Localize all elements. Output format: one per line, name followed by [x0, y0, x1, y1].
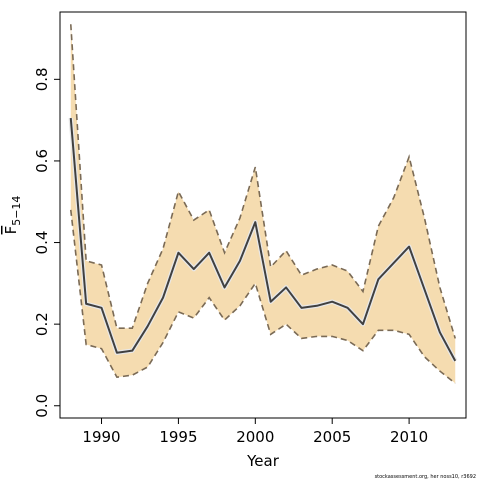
- estimate-line: [68, 117, 458, 362]
- y-axis-title-main: F: [2, 226, 20, 235]
- x-tick-label: 2000: [236, 428, 274, 446]
- y-axis-title-subscript: 5−14: [10, 196, 23, 226]
- svg-text:F5−14: F5−14: [2, 196, 23, 235]
- band-fill: [70, 24, 456, 384]
- confidence-band: [69, 24, 457, 384]
- x-axis: 1990 1995 2000 2005 2010: [82, 418, 428, 446]
- x-tick-label: 2005: [313, 428, 351, 446]
- band-upper-line: [69, 24, 457, 339]
- band-lower-line: [69, 209, 456, 384]
- x-tick-label: 2010: [390, 428, 428, 446]
- x-tick-label: 1990: [82, 428, 120, 446]
- y-tick-label: 0.2: [33, 312, 51, 336]
- x-tick-label: 1995: [159, 428, 197, 446]
- plot-frame: [59, 11, 467, 419]
- y-tick-label: 0.4: [33, 231, 51, 255]
- y-axis-title: F5−14: [2, 196, 23, 235]
- credit-text: stockassessment.org, her noss10, r3692: [375, 474, 476, 480]
- y-axis: 0.0 0.2 0.4 0.6 0.8: [33, 67, 60, 418]
- y-tick-label: 0.8: [33, 67, 51, 91]
- x-axis-title: Year: [246, 452, 280, 470]
- y-tick-label: 0.0: [33, 394, 51, 418]
- series-line: [69, 118, 457, 362]
- y-tick-label: 0.6: [33, 149, 51, 173]
